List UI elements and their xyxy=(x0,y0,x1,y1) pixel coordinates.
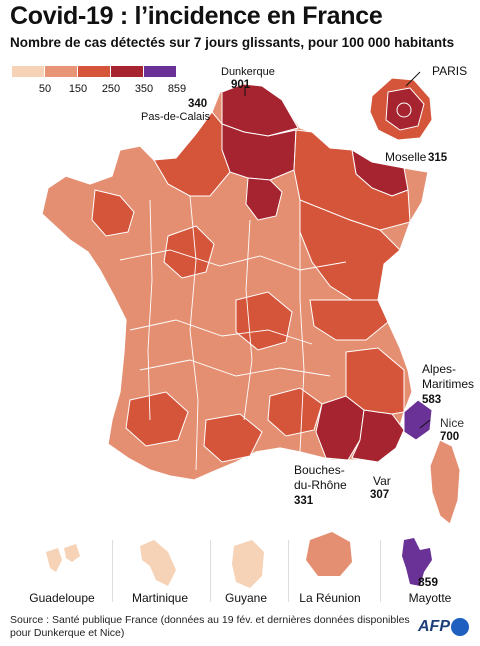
pas-de-calais-label: Pas-de-Calais xyxy=(141,111,211,123)
map-subtitle: Nombre de cas détectés sur 7 jours gliss… xyxy=(10,35,455,50)
bouches-du-rhone-label-1: Bouches- xyxy=(294,463,345,477)
nice-value: 700 xyxy=(440,431,459,443)
legend-swatch-1 xyxy=(12,66,44,77)
paris-inset xyxy=(369,71,433,141)
afp-logo: AFP xyxy=(418,618,469,636)
legend-label-859: 859 xyxy=(167,83,187,95)
alpes-maritimes-label-1: Alpes- xyxy=(422,362,456,376)
guyane-shape xyxy=(232,540,264,588)
legend-label-50: 50 xyxy=(38,83,52,95)
southwest-dept xyxy=(125,391,189,447)
var-label: Var xyxy=(373,474,391,488)
reunion-label: La Réunion xyxy=(299,591,361,605)
legend-swatch-5 xyxy=(144,66,176,77)
overseas-separator-4 xyxy=(380,540,381,602)
legend-label-350: 350 xyxy=(134,83,154,95)
corsica xyxy=(429,439,461,525)
afp-logo-dot-icon xyxy=(451,618,469,636)
bouches-du-rhone-label-2: du-Rhône xyxy=(294,478,347,492)
overseas-separator-2 xyxy=(210,540,211,602)
source-line-2: pour Dunkerque et Nice) xyxy=(10,627,125,639)
dunkerque-value: 901 xyxy=(231,79,251,91)
legend-label-150: 150 xyxy=(68,83,88,95)
guadeloupe-shape xyxy=(46,544,80,572)
bouches-du-rhone-value: 331 xyxy=(294,495,314,507)
alpes-maritimes-value: 583 xyxy=(422,394,441,406)
occitanie-dept xyxy=(267,387,323,437)
map-title: Covid-19 : l’incidence en France xyxy=(10,2,383,30)
legend-label-250: 250 xyxy=(101,83,121,95)
legend-swatch-2 xyxy=(45,66,77,77)
guyane-label: Guyane xyxy=(224,591,268,605)
mayotte-shape xyxy=(402,538,432,586)
center-dept xyxy=(163,225,215,279)
source-line-1: Source : Santé publique France (données … xyxy=(10,614,410,626)
normandy-dept xyxy=(153,111,231,197)
nice-label: Nice xyxy=(440,416,464,430)
var-dept xyxy=(351,409,405,463)
pas-de-calais-value: 340 xyxy=(188,98,207,110)
mayotte-label: Mayotte xyxy=(408,591,452,605)
rhone-dept xyxy=(309,299,389,341)
legend-swatch-3 xyxy=(78,66,110,77)
reunion-shape xyxy=(306,532,352,576)
martinique-shape xyxy=(140,540,176,586)
martinique-label: Martinique xyxy=(131,591,189,605)
alpes-maritimes-label-2: Maritimes xyxy=(422,377,474,391)
brittany-dept xyxy=(91,189,135,237)
afp-logo-text: AFP xyxy=(418,618,450,636)
mayotte-value: 859 xyxy=(417,575,439,589)
guadeloupe-label: Guadeloupe xyxy=(29,591,95,605)
moselle-label: Moselle xyxy=(385,150,427,164)
overseas-separator-3 xyxy=(288,540,289,602)
overseas-separator-1 xyxy=(112,540,113,602)
nice-pointer xyxy=(419,419,431,429)
moselle-value: 315 xyxy=(428,152,448,164)
department-borders xyxy=(119,195,347,471)
provence-dept xyxy=(345,347,405,415)
seine-dept xyxy=(245,177,283,221)
dunkerque-label: Dunkerque xyxy=(221,66,275,78)
alpes-maritimes-dept xyxy=(403,399,433,441)
legend-swatch-4 xyxy=(111,66,143,77)
source-note: Source : Santé publique France (données … xyxy=(10,614,410,640)
toulouse-dept xyxy=(203,413,263,463)
paris-label: PARIS xyxy=(432,64,467,78)
var-value: 307 xyxy=(370,489,389,501)
